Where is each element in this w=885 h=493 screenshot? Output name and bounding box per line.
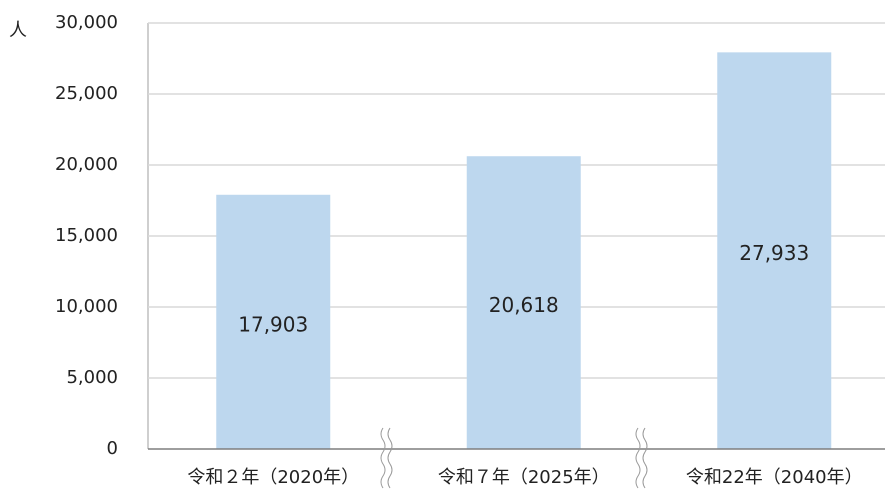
x-tick-label: 令和22年（2040年）	[686, 467, 863, 488]
bar	[216, 194, 331, 449]
y-tick-label: 20,000	[55, 154, 118, 175]
axis-break	[380, 427, 393, 489]
value-label: 17,903	[238, 312, 308, 336]
y-unit: 人	[9, 20, 27, 41]
bar	[717, 52, 832, 449]
y-tick-label: 30,000	[55, 12, 118, 33]
value-label: 20,618	[489, 293, 559, 317]
plot	[148, 22, 885, 449]
y-tick-label: 10,000	[55, 296, 118, 317]
value-label: 27,933	[739, 241, 809, 265]
y-tick-label: 15,000	[55, 225, 118, 246]
y-tick-label: 0	[107, 438, 118, 459]
x-tick-label: 令和２年（2020年）	[187, 467, 359, 488]
bar	[466, 156, 581, 449]
axis-break	[635, 427, 648, 489]
x-tick-label: 令和７年（2025年）	[438, 467, 610, 488]
y-tick-label: 5,000	[66, 367, 118, 388]
y-tick-label: 25,000	[55, 83, 118, 104]
